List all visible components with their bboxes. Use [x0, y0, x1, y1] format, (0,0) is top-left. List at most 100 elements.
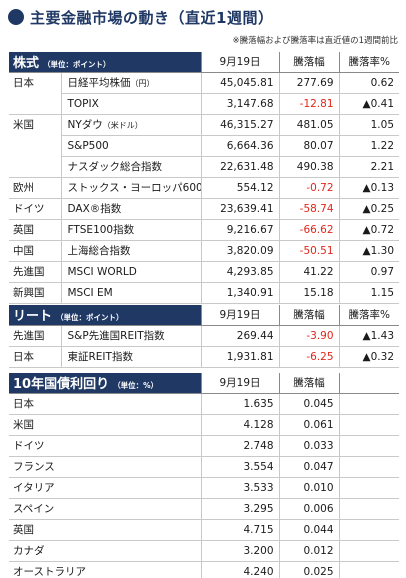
- bond-empty-cell: [338, 561, 399, 578]
- bond-change: 0.044: [278, 519, 339, 541]
- equity-col-date: 9月19日: [200, 52, 280, 73]
- reit-rate: ▲0.32: [338, 346, 400, 368]
- reit-col-change: 騰落幅: [278, 305, 340, 326]
- equity-country: 米国: [9, 114, 62, 135]
- equity-value: 3,820.09: [200, 240, 280, 262]
- bond-change: 0.010: [278, 477, 339, 499]
- bond-col-date: 9月19日: [200, 373, 279, 394]
- bond-empty-cell: [338, 456, 399, 478]
- bond-row: イタリア 3.533 0.010: [9, 477, 399, 499]
- equity-index-name: DAX®指数: [61, 198, 202, 220]
- equity-row: ナスダック総合指数 22,631.48 490.38 2.21: [9, 156, 400, 178]
- reit-index-name: S&P先進国REIT指数: [61, 325, 202, 347]
- bond-country: 米国: [9, 414, 202, 436]
- equity-rate: ▲0.13: [338, 177, 400, 199]
- equity-row: 英国 FTSE100指数 9,216.67 -66.62 ▲0.72: [9, 219, 400, 241]
- bond-section-title: 10年国債利回り: [13, 377, 110, 393]
- bond-row: 日本 1.635 0.045: [9, 393, 399, 415]
- bond-col-empty: [338, 373, 399, 394]
- equity-country: ドイツ: [9, 198, 62, 220]
- bond-row: スペイン 3.295 0.006: [9, 498, 399, 520]
- bond-row: フランス 3.554 0.047: [9, 456, 399, 478]
- bond-change: 0.061: [278, 414, 339, 436]
- reit-country: 日本: [9, 346, 62, 368]
- equity-col-rate: 騰落率%: [338, 52, 400, 73]
- reit-value: 1,931.81: [200, 346, 280, 368]
- equity-row: TOPIX 3,147.68 -12.81 ▲0.41: [9, 93, 400, 115]
- equity-change: 80.07: [278, 135, 340, 157]
- equity-unit: （単位：ポイント）: [43, 60, 111, 70]
- equity-change: -12.81: [278, 93, 340, 115]
- bond-empty-cell: [338, 519, 399, 541]
- equity-value: 3,147.68: [200, 93, 280, 115]
- equity-index-name: ナスダック総合指数: [61, 156, 202, 178]
- footnote: ※騰落幅および騰落率は直近値の1週間前比: [232, 36, 398, 46]
- equity-index-label: DAX®指数: [67, 203, 122, 215]
- equity-country: [9, 156, 62, 178]
- bond-country: 日本: [9, 393, 202, 415]
- equity-row: 中国 上海総合指数 3,820.09 -50.51 ▲1.30: [9, 240, 400, 262]
- bond-yield: 4.128: [200, 414, 279, 436]
- bond-yield: 3.554: [200, 456, 279, 478]
- equity-value: 554.12: [200, 177, 280, 199]
- bond-header-row: 10年国債利回り （単位：%） 9月19日 騰落幅: [9, 373, 399, 394]
- equity-col-change: 騰落幅: [278, 52, 340, 73]
- equity-section-title: 株式: [13, 56, 40, 72]
- equity-index-name: ストックス・ヨーロッパ600: [61, 177, 202, 199]
- equity-country: [9, 135, 62, 156]
- bond-empty-cell: [338, 393, 399, 415]
- equity-row: 新興国 MSCI EM 1,340.91 15.18 1.15: [9, 282, 400, 304]
- equity-value: 9,216.67: [200, 219, 280, 241]
- equity-change: 481.05: [278, 114, 340, 136]
- bond-empty-cell: [338, 435, 399, 457]
- equity-index-label: MSCI WORLD: [67, 265, 137, 278]
- reit-col-rate: 騰落率%: [338, 305, 400, 326]
- bond-change: 0.047: [278, 456, 339, 478]
- bond-row: オーストラリア 4.240 0.025: [9, 561, 399, 578]
- equity-index-label: 日経平均株価: [67, 77, 131, 89]
- equity-index-label: TOPIX: [67, 97, 99, 110]
- bond-empty-cell: [338, 414, 399, 436]
- bullet-icon: [8, 9, 24, 25]
- bond-yield: 3.200: [200, 540, 279, 562]
- equity-rate: ▲0.25: [338, 198, 400, 220]
- bond-country: イタリア: [9, 477, 202, 499]
- equity-header-row: 株式 （単位：ポイント） 9月19日 騰落幅 騰落率%: [9, 52, 400, 73]
- equity-index-name: S&P500: [61, 135, 202, 157]
- equity-change: 277.69: [278, 72, 340, 94]
- reit-row: 先進国 S&P先進国REIT指数 269.44 -3.90 ▲1.43: [9, 325, 400, 347]
- equity-country: 英国: [9, 219, 62, 241]
- equity-change: 41.22: [278, 261, 340, 283]
- bond-country: カナダ: [9, 540, 202, 562]
- reit-section-title: リート: [13, 309, 53, 325]
- equity-row: S&P500 6,664.36 80.07 1.22: [9, 135, 400, 157]
- bond-empty-cell: [338, 477, 399, 499]
- bond-country: ドイツ: [9, 435, 202, 457]
- equity-index-name: 上海総合指数: [61, 240, 202, 262]
- bond-yield: 1.635: [200, 393, 279, 415]
- reit-change: -6.25: [278, 346, 340, 368]
- equity-value: 23,639.41: [200, 198, 280, 220]
- bond-country: オーストラリア: [9, 561, 202, 578]
- equity-country: 中国: [9, 240, 62, 262]
- bond-yield: 3.295: [200, 498, 279, 520]
- reit-unit: （単位：ポイント）: [56, 313, 124, 323]
- bond-yield: 2.748: [200, 435, 279, 457]
- reit-index-name: 東証REIT指数: [61, 346, 202, 368]
- equity-country: 日本: [9, 72, 62, 93]
- bond-country: 英国: [9, 519, 202, 541]
- equity-rate: 1.22: [338, 135, 400, 157]
- equity-value: 1,340.91: [200, 282, 280, 304]
- reit-value: 269.44: [200, 325, 280, 347]
- bond-empty-cell: [338, 498, 399, 520]
- equity-index-label: ナスダック総合指数: [67, 161, 163, 173]
- title-bar: 主要金融市場の動き（直近1週間）: [4, 4, 402, 30]
- equity-index-label: S&P500: [67, 139, 109, 152]
- bond-change: 0.045: [278, 393, 339, 415]
- equity-index-label: FTSE100指数: [67, 224, 135, 236]
- equity-section-label: 株式 （単位：ポイント）: [9, 52, 202, 73]
- equity-country: 新興国: [9, 282, 62, 304]
- equity-index-currency: （円）: [130, 79, 155, 88]
- equity-index-label: ストックス・ヨーロッパ600: [67, 182, 202, 194]
- bond-yield: 3.533: [200, 477, 279, 499]
